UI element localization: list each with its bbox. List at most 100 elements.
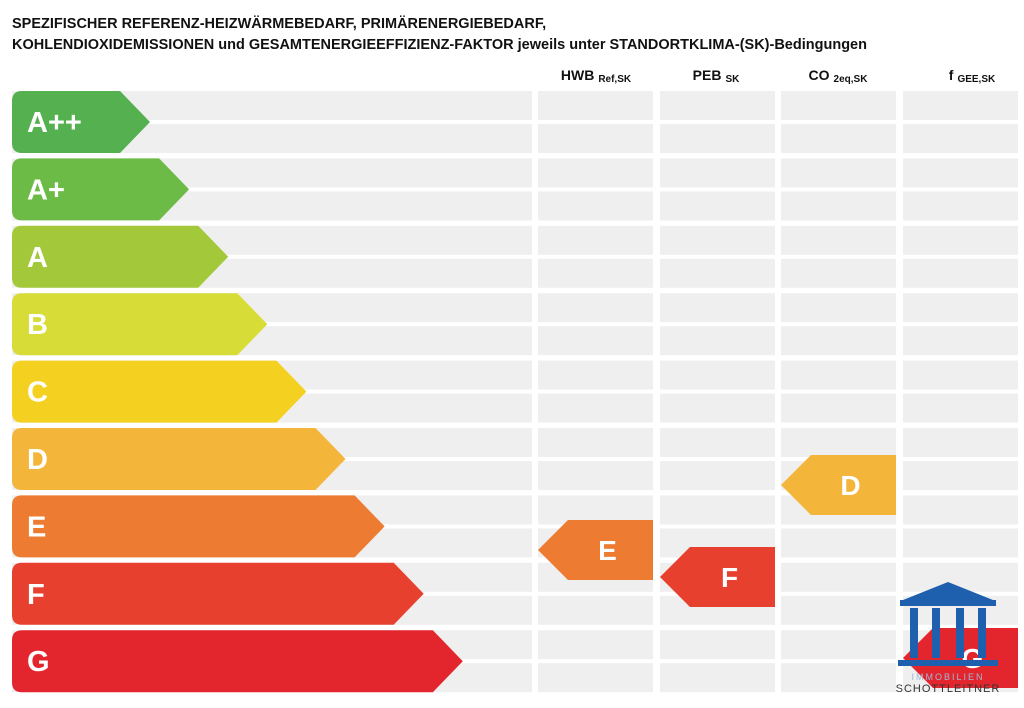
grid-cell (781, 225, 896, 255)
class-label: D (27, 444, 48, 476)
class-arrow (12, 630, 463, 693)
grid-cell (903, 360, 1018, 390)
grid-cell (781, 528, 896, 558)
column-header: PEB SK (693, 67, 740, 85)
grid-cell (538, 663, 653, 693)
grid-cell (781, 428, 896, 457)
class-label: G (27, 646, 50, 678)
class-label: B (27, 309, 48, 341)
grid-cell (781, 91, 896, 120)
column-sub: SK (725, 74, 740, 85)
class-label: A+ (27, 174, 65, 206)
grid-cell (660, 293, 775, 323)
class-label: A (27, 242, 48, 274)
column-name: f (949, 67, 954, 83)
logo: IMMOBILIEN SCHOTTLEITNER (896, 582, 1001, 695)
grid-cell (903, 495, 1018, 525)
indicator-label: D (840, 470, 860, 501)
logo-column (910, 608, 918, 658)
class-label: E (27, 511, 46, 543)
grid-cell (903, 562, 1018, 592)
grid-cell (660, 630, 775, 660)
column-header: CO 2eq,SK (809, 67, 869, 85)
grid-cell (781, 258, 896, 288)
grid-cell (660, 124, 775, 153)
class-arrow (12, 225, 229, 288)
class-label: F (27, 579, 45, 611)
grid-cell (538, 595, 653, 625)
marks: A++ A+ A B C D E F G E F D G (12, 91, 1018, 693)
grid-cell (903, 258, 1018, 288)
title-line: KOHLENDIOXIDEMISSIONEN und GESAMTENERGIE… (12, 37, 867, 53)
grid-cell (781, 393, 896, 423)
grid-cell (538, 360, 653, 390)
grid-cell (903, 461, 1018, 490)
grid-cell (538, 191, 653, 221)
class-arrow (12, 428, 346, 490)
grid-cell (781, 360, 896, 390)
grid-cell (781, 124, 896, 153)
logo-column (932, 608, 940, 658)
grid-cell (660, 360, 775, 390)
grid-cell (538, 225, 653, 255)
indicator-arrow (538, 520, 653, 580)
column-header: f GEE,SK (949, 67, 996, 85)
grid-cell (538, 158, 653, 188)
grid-cell (538, 428, 653, 457)
grid-cell (660, 258, 775, 288)
grid-cell (538, 258, 653, 288)
column-header: HWB Ref,SK (561, 67, 632, 85)
grid-cell (903, 393, 1018, 423)
grid-cell (538, 393, 653, 423)
grid-cell (781, 663, 896, 693)
class-arrow (12, 495, 385, 558)
grid-cell (903, 158, 1018, 188)
grid-cell (903, 91, 1018, 120)
logo-beam (900, 600, 996, 606)
grid-cell (660, 91, 775, 120)
grid-cell (660, 326, 775, 356)
grid-cell (781, 191, 896, 221)
grid-cell (660, 461, 775, 490)
logo-column (978, 608, 986, 658)
column-sub: GEE,SK (957, 74, 996, 85)
class-label: C (27, 377, 48, 409)
grid-cell (660, 225, 775, 255)
grid-cell (903, 326, 1018, 356)
grid-cell (781, 293, 896, 323)
grid-cell (538, 293, 653, 323)
grid-cell (660, 663, 775, 693)
grid-cell (538, 495, 653, 525)
grid-cell (660, 191, 775, 221)
grid-cell (660, 158, 775, 188)
grid-cell (903, 225, 1018, 255)
column-name: HWB (561, 67, 594, 83)
column-sub: Ref,SK (598, 74, 632, 85)
logo-roof (903, 582, 993, 600)
grid-cell (903, 528, 1018, 558)
grid-cell (660, 495, 775, 525)
grid-cell (538, 124, 653, 153)
grid-cell (781, 562, 896, 592)
grid-cell (660, 428, 775, 457)
class-arrow (12, 562, 424, 625)
column-sub: 2eq,SK (834, 74, 869, 85)
grid-cell (538, 91, 653, 120)
indicator-label: E (598, 535, 617, 566)
class-label: A++ (27, 107, 82, 139)
logo-tagline: IMMOBILIEN (911, 672, 984, 682)
class-arrow (12, 293, 268, 356)
grid-cell (903, 124, 1018, 153)
class-arrow (12, 158, 190, 221)
column-name: PEB (693, 67, 722, 83)
logo-base (898, 660, 998, 666)
grid-cell (538, 630, 653, 660)
indicator-arrow (781, 455, 896, 515)
grid-cell (781, 595, 896, 625)
logo-name: SCHOTTLEITNER (896, 683, 1001, 695)
grid-cell (538, 326, 653, 356)
grid-cell (781, 326, 896, 356)
indicator-arrow (660, 547, 775, 607)
